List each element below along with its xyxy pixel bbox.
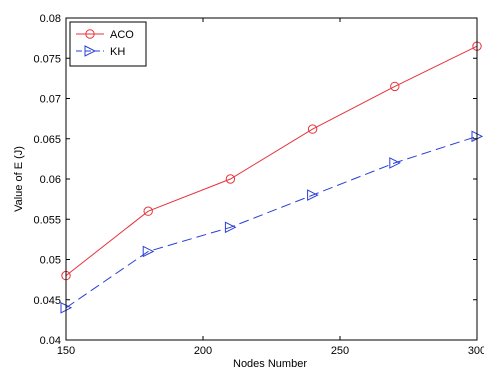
x-tick-label: 300	[468, 345, 484, 357]
axes: 150 200 250 300 0.04 0.045 0.05 0.055 0.06 0.065 0…	[33, 13, 484, 357]
data-point-aco	[307, 124, 318, 134]
data-point-kh	[224, 221, 237, 234]
data-point-aco	[143, 206, 153, 216]
data-point-kh	[307, 189, 319, 201]
series-line-aco	[65, 45, 478, 276]
y-tick-label: 0.04	[40, 335, 61, 347]
data-point-aco	[225, 174, 236, 184]
series-line-kh	[65, 135, 478, 309]
x-tick-label: 250	[331, 345, 349, 357]
y-tick-label: 0.07	[40, 94, 61, 106]
y-tick-label: 0.06	[40, 174, 61, 186]
x-tick-label: 200	[194, 345, 212, 357]
legend-box	[69, 21, 147, 67]
data-point-aco	[390, 81, 400, 92]
legend-item-aco: ACO	[76, 29, 134, 41]
legend-marker	[85, 29, 95, 39]
legend-label: KH	[110, 46, 125, 58]
x-tick-label: 150	[57, 345, 75, 357]
y-tick-label: 0.045	[33, 295, 61, 307]
data-point-kh	[142, 245, 155, 258]
y-axis-label: Value of E (J)	[13, 146, 25, 212]
legend: ACO KH	[69, 21, 147, 67]
y-tick-label: 0.065	[33, 134, 61, 146]
x-axis-label: Nodes Number	[233, 358, 307, 370]
legend-marker	[84, 45, 97, 57]
y-tick-label: 0.05	[40, 255, 61, 267]
y-tick-label: 0.08	[40, 13, 61, 25]
y-tick-label: 0.075	[33, 53, 61, 65]
legend-label: ACO	[110, 29, 134, 41]
legend-item-kh: KH	[76, 45, 125, 58]
y-tick-label: 0.055	[33, 214, 61, 226]
data-point-kh	[389, 157, 401, 169]
